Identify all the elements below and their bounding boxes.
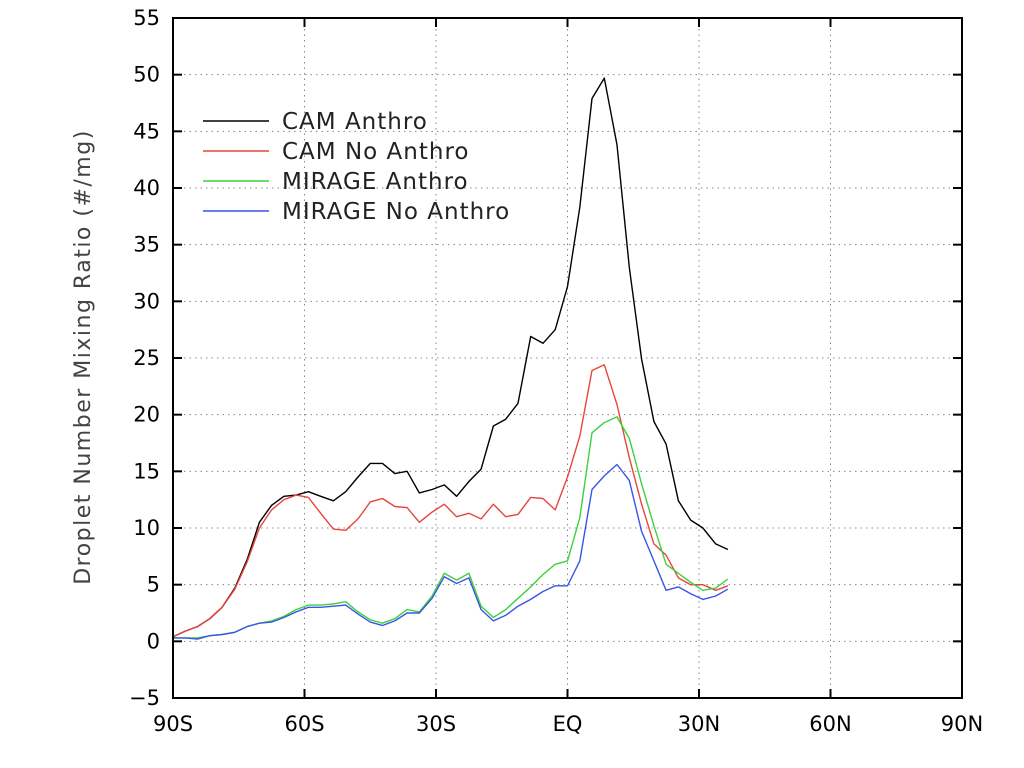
y-tick-label: 15 [133, 459, 160, 483]
y-tick-label: 45 [133, 119, 160, 143]
y-tick-label: 25 [133, 346, 160, 370]
x-tick-label: 30S [416, 712, 456, 736]
series-layer [172, 77, 729, 640]
tick-layer: 90S 60S 30S EQ 30N 60N 90N −5 0 5 10 15 20 25 30 35 40 45… [129, 6, 983, 736]
y-tick-label: 55 [133, 6, 160, 30]
y-tick-label: 0 [147, 629, 160, 653]
y-tick-label: 40 [133, 176, 160, 200]
legend-label: CAM No Anthro [282, 139, 469, 165]
x-tick-label: 60N [809, 712, 851, 736]
x-tick-label: 90N [941, 712, 983, 736]
series-line-cam-anthro [172, 77, 729, 638]
x-tick-label: 30N [678, 712, 720, 736]
legend: CAM Anthro CAM No Anthro MIRAGE Anthro MIRA… [203, 109, 510, 225]
legend-label: CAM Anthro [282, 109, 428, 135]
y-axis-title: Droplet Number Mixing Ratio (#/mg) [71, 129, 96, 585]
y-tick-label: 35 [133, 233, 160, 257]
y-tick-label: −5 [129, 686, 160, 710]
x-tick-label: 90S [153, 712, 193, 736]
series-line-cam-no-anthro [172, 364, 729, 638]
y-tick-label: 10 [133, 516, 160, 540]
y-tick-label: 20 [133, 403, 160, 427]
x-tick-label: EQ [553, 712, 583, 736]
series-line-mirage-no-anthro [173, 463, 729, 640]
series-line-mirage-anthro [173, 416, 729, 639]
y-tick-label: 5 [147, 573, 160, 597]
y-tick-label: 50 [133, 63, 160, 87]
legend-label: MIRAGE No Anthro [282, 199, 510, 225]
y-tick-label: 30 [133, 289, 160, 313]
legend-label: MIRAGE Anthro [282, 169, 469, 195]
x-tick-label: 60S [284, 712, 324, 736]
